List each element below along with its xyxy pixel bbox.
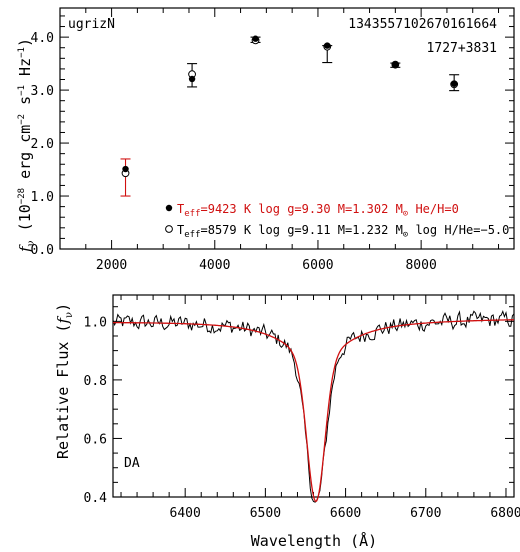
sed-panel: 2000 4000 6000 8000 0.01.02.03.04.0 ugrizN … xyxy=(16,7,515,273)
sed-y-axis-label: fν (10−28 erg cm−2 s−1 Hz−1) xyxy=(16,38,37,253)
sed-x-tick-label: 6000 xyxy=(302,258,333,273)
sed-plot-frame xyxy=(59,7,515,250)
sed-model-filled-point xyxy=(450,80,458,87)
spectrum-x-tick-label: 6400 xyxy=(170,506,201,521)
sed-model-filled-point xyxy=(252,35,259,42)
sed-model-filled-point xyxy=(188,75,196,83)
spectrum-x-axis-label: Wavelength (Å) xyxy=(251,531,377,550)
object-id-label: 1343557102670161664 xyxy=(348,17,497,32)
spectrum-x-ticks: 6400 6500 6600 6700 6800 xyxy=(120,295,520,521)
spectrum-x-tick-label: 6700 xyxy=(410,506,441,521)
sed-y-tick-label: 2.0 xyxy=(31,137,54,152)
spectrum-y-tick-label: 1.0 xyxy=(84,315,107,330)
sed-model-filled-point xyxy=(392,61,399,68)
filter-set-label: ugrizN xyxy=(68,17,115,32)
spectrum-y-tick-label: 0.6 xyxy=(84,432,107,447)
legend-open-marker xyxy=(165,225,173,233)
spectrum-lines xyxy=(112,309,515,503)
sed-y-tick-label: 3.0 xyxy=(31,84,54,99)
sed-model-filled-point xyxy=(122,165,129,173)
sed-x-ticks: 2000 4000 6000 8000 xyxy=(59,8,500,273)
spectrum-panel: 6400 6500 6600 6700 6800 0.4 0.6 0.8 1.0 DA Rel… xyxy=(54,294,520,550)
legend-entry-helium: Teff=8579 K log g=9.11 M=1.232 M⊙ log H/… xyxy=(177,223,509,240)
sed-points xyxy=(121,35,459,178)
legend-entry-hydrogen: Teff=9423 K log g=9.30 M=1.302 M⊙ He/H=0 xyxy=(177,202,459,219)
object-name-label: 1727+3831 xyxy=(427,41,497,56)
sed-error-bars xyxy=(120,36,460,197)
sed-y-tick-label: 0.0 xyxy=(31,243,54,258)
spectrum-x-tick-label: 6600 xyxy=(330,506,361,521)
sed-x-tick-label: 2000 xyxy=(96,258,127,273)
sed-y-tick-label: 4.0 xyxy=(31,31,54,46)
spectrum-x-tick-label: 6500 xyxy=(250,506,281,521)
legend-filled-marker xyxy=(165,204,173,212)
model-spectrum-line xyxy=(113,319,515,503)
sed-x-tick-label: 4000 xyxy=(199,258,230,273)
spectrum-y-tick-label: 0.4 xyxy=(84,491,108,506)
sed-legend: Teff=9423 K log g=9.30 M=1.302 M⊙ He/H=0… xyxy=(165,202,509,240)
spectrum-y-ticks: 0.4 0.6 0.8 1.0 xyxy=(84,306,514,506)
sed-y-tick-label: 1.0 xyxy=(31,190,54,205)
observed-spectrum-line xyxy=(112,309,515,503)
spectrum-y-axis-label: Relative Flux (fν) xyxy=(54,303,75,459)
spectrum-x-tick-label: 6800 xyxy=(490,506,520,521)
sed-y-ticks: 0.0 1.0 2.0 3.0 4.0 xyxy=(31,15,514,258)
spectrum-y-tick-label: 0.8 xyxy=(84,374,107,389)
sed-x-tick-label: 8000 xyxy=(405,258,436,273)
spectrum-plot-frame xyxy=(112,294,515,498)
spectral-type-label: DA xyxy=(124,456,140,471)
sed-model-filled-point xyxy=(324,42,331,49)
